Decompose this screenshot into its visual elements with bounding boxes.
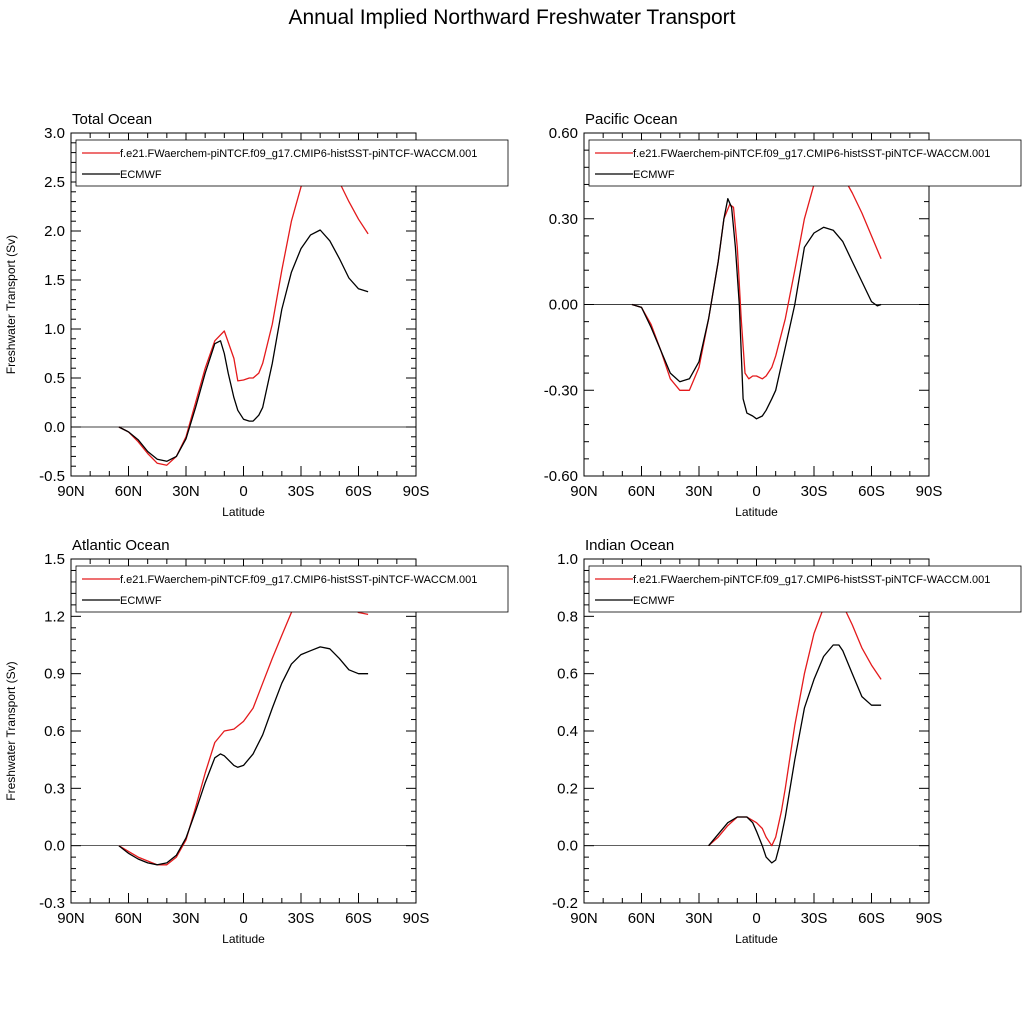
legend-entry: ECMWF — [633, 595, 675, 607]
x-axis-label: Latitude — [222, 932, 265, 946]
x-tick-label: 90S — [916, 483, 943, 500]
x-tick-label: 60S — [345, 910, 372, 927]
x-tick-label: 30S — [801, 910, 828, 927]
y-tick-label: 0.0 — [557, 838, 578, 855]
x-tick-label: 60S — [858, 910, 885, 927]
y-tick-label: 2.0 — [44, 223, 65, 240]
series-line-ecmwf — [118, 646, 369, 866]
figure-title: Annual Implied Northward Freshwater Tran… — [288, 6, 736, 29]
legend-entry: f.e21.FWaerchem-piNTCF.f09_g17.CMIP6-his… — [633, 148, 990, 160]
legend-box — [588, 139, 1022, 187]
y-axis-label: Freshwater Transport (Sv) — [4, 235, 18, 374]
chart-panel-2: 90N 60N 30N 0 30S 60S 90S -0.3 0.0 0.3 0.6 0.9 1.2 1.… — [4, 537, 509, 946]
x-axis-label: Latitude — [735, 505, 778, 519]
y-tick-label: 0.30 — [549, 211, 578, 228]
x-tick-label: 90N — [57, 910, 85, 927]
x-tick-label: 60N — [115, 483, 143, 500]
y-tick-label: 0.00 — [549, 297, 578, 314]
y-tick-label: -0.5 — [39, 468, 65, 485]
x-tick-label: 0 — [752, 483, 760, 500]
y-axis-label: Freshwater Transport (Sv) — [4, 661, 18, 800]
legend-box — [75, 565, 509, 613]
y-tick-label: 0.9 — [44, 666, 65, 683]
y-tick-label: -0.2 — [552, 895, 578, 912]
x-axis-label: Latitude — [222, 505, 265, 519]
panel-title: Indian Ocean — [585, 537, 674, 554]
x-tick-label: 30S — [801, 483, 828, 500]
legend-entry: f.e21.FWaerchem-piNTCF.f09_g17.CMIP6-his… — [633, 574, 990, 586]
y-tick-label: 1.0 — [44, 321, 65, 338]
legend-entry: ECMWF — [120, 595, 162, 607]
y-tick-label: -0.30 — [544, 382, 578, 399]
x-tick-label: 90N — [570, 910, 598, 927]
x-tick-label: 60N — [628, 483, 656, 500]
series-line-model — [118, 573, 369, 866]
x-tick-label: 0 — [239, 910, 247, 927]
y-tick-label: 0.2 — [557, 780, 578, 797]
series-line-ecmwf — [708, 644, 882, 864]
y-tick-label: 1.5 — [44, 272, 65, 289]
x-tick-label: 0 — [239, 483, 247, 500]
y-tick-label: 0.3 — [44, 780, 65, 797]
panel-title: Atlantic Ocean — [72, 537, 170, 554]
x-tick-label: 0 — [752, 910, 760, 927]
x-tick-label: 30N — [172, 483, 200, 500]
legend-box — [588, 565, 1022, 613]
x-tick-label: 30N — [685, 483, 713, 500]
x-axis-label: Latitude — [735, 932, 778, 946]
y-tick-label: 0.5 — [44, 370, 65, 387]
panel-title: Pacific Ocean — [585, 111, 678, 128]
x-tick-label: 90S — [403, 910, 430, 927]
y-tick-label: 0.0 — [44, 838, 65, 855]
x-tick-label: 30S — [288, 910, 315, 927]
x-tick-label: 90S — [403, 483, 430, 500]
x-tick-label: 90S — [916, 910, 943, 927]
y-tick-label: 0.6 — [44, 723, 65, 740]
chart-panel-0: 90N 60N 30N 0 30S 60S 90S -0.5 0.0 0.5 1.0 1.5 2.0 2.… — [4, 111, 509, 519]
y-tick-label: 1.5 — [44, 551, 65, 568]
series-line-model — [631, 166, 882, 391]
y-tick-label: 0.8 — [557, 608, 578, 625]
y-tick-label: -0.3 — [39, 895, 65, 912]
y-tick-label: 1.2 — [44, 608, 65, 625]
legend-entry: f.e21.FWaerchem-piNTCF.f09_g17.CMIP6-his… — [120, 148, 477, 160]
y-tick-label: 3.0 — [44, 125, 65, 142]
x-tick-label: 60S — [345, 483, 372, 500]
x-tick-label: 60N — [628, 910, 656, 927]
x-tick-label: 90N — [570, 483, 598, 500]
y-tick-label: 1.0 — [557, 551, 578, 568]
x-tick-label: 60N — [115, 910, 143, 927]
legend-entry: f.e21.FWaerchem-piNTCF.f09_g17.CMIP6-his… — [120, 574, 477, 586]
y-tick-label: -0.60 — [544, 468, 578, 485]
x-tick-label: 30N — [685, 910, 713, 927]
y-tick-label: 0.60 — [549, 125, 578, 142]
series-line-ecmwf — [118, 229, 369, 462]
legend-entry: ECMWF — [120, 169, 162, 181]
y-tick-label: 0.6 — [557, 666, 578, 683]
series-line-ecmwf — [631, 198, 882, 420]
x-tick-label: 30S — [288, 483, 315, 500]
y-tick-label: 0.0 — [44, 419, 65, 436]
x-tick-label: 90N — [57, 483, 85, 500]
y-tick-label: 2.5 — [44, 174, 65, 191]
y-tick-label: 0.4 — [557, 723, 578, 740]
series-line-model — [708, 598, 882, 847]
x-tick-label: 60S — [858, 483, 885, 500]
legend-box — [75, 139, 509, 187]
chart-panel-3: 90N 60N 30N 0 30S 60S 90S -0.2 0.0 0.2 0.4 0.6 0.8 1.… — [552, 537, 1022, 946]
panel-title: Total Ocean — [72, 111, 152, 128]
x-tick-label: 30N — [172, 910, 200, 927]
chart-panel-1: 90N 60N 30N 0 30S 60S 90S -0.60 -0.30 0.00 0.30 0.6… — [544, 111, 1022, 519]
legend-entry: ECMWF — [633, 169, 675, 181]
